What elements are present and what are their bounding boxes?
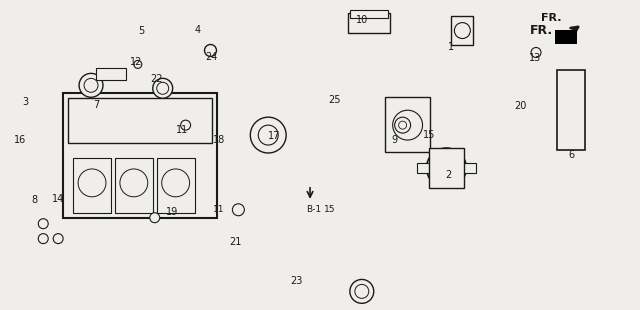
Circle shape (205, 45, 216, 56)
Text: 15: 15 (324, 205, 336, 214)
Circle shape (53, 234, 63, 244)
Circle shape (162, 169, 189, 197)
Circle shape (84, 78, 98, 92)
Bar (350, 10, 388, 18)
Bar (385, 97, 429, 152)
Circle shape (78, 169, 106, 197)
Bar (451, 16, 474, 46)
Bar (417, 163, 435, 173)
Bar (73, 158, 111, 213)
Circle shape (393, 110, 422, 140)
Circle shape (180, 120, 191, 130)
Text: 9: 9 (392, 135, 397, 145)
Circle shape (150, 213, 160, 223)
Text: 5: 5 (139, 25, 145, 36)
Text: 11: 11 (175, 125, 188, 135)
Bar (115, 158, 153, 213)
Circle shape (38, 234, 48, 244)
Text: 17: 17 (268, 131, 280, 141)
Bar (96, 69, 126, 80)
Circle shape (395, 117, 411, 133)
Bar (348, 13, 390, 33)
Circle shape (350, 279, 374, 303)
Circle shape (426, 148, 467, 188)
Circle shape (531, 47, 541, 57)
Bar (429, 148, 465, 188)
Text: 19: 19 (166, 207, 178, 217)
Bar (68, 98, 212, 143)
Bar (557, 70, 585, 150)
Text: B-1: B-1 (307, 205, 321, 214)
Text: 16: 16 (14, 135, 26, 145)
Circle shape (134, 60, 142, 69)
Text: 22: 22 (150, 74, 163, 84)
Circle shape (157, 82, 169, 94)
Text: 4: 4 (195, 24, 200, 34)
Circle shape (250, 117, 286, 153)
Text: 10: 10 (356, 15, 368, 24)
Circle shape (259, 125, 278, 145)
Circle shape (435, 156, 458, 180)
Text: FR.: FR. (529, 24, 552, 37)
Text: FR.: FR. (541, 13, 561, 23)
Text: 24: 24 (205, 52, 218, 62)
Text: 13: 13 (529, 53, 541, 64)
Circle shape (232, 204, 244, 216)
Text: 1: 1 (449, 42, 454, 52)
Text: 11: 11 (212, 205, 224, 214)
Circle shape (38, 219, 48, 229)
Text: 15: 15 (423, 130, 436, 140)
Circle shape (79, 73, 103, 97)
Circle shape (454, 23, 470, 38)
Bar (458, 163, 476, 173)
Circle shape (153, 78, 173, 98)
Text: 25: 25 (329, 95, 341, 105)
Text: 3: 3 (22, 97, 28, 107)
Text: 6: 6 (569, 150, 575, 160)
Bar (63, 93, 218, 218)
Text: 23: 23 (290, 277, 302, 286)
Text: 14: 14 (52, 194, 64, 204)
Text: 8: 8 (31, 195, 37, 205)
Text: 20: 20 (514, 101, 526, 111)
Text: 7: 7 (93, 100, 99, 110)
Text: 21: 21 (229, 237, 241, 247)
Circle shape (399, 121, 406, 129)
Text: 12: 12 (130, 57, 142, 67)
Text: 18: 18 (213, 135, 225, 145)
Bar (157, 158, 195, 213)
Circle shape (120, 169, 148, 197)
Bar (555, 29, 577, 43)
Text: 2: 2 (445, 170, 452, 180)
Circle shape (355, 284, 369, 298)
